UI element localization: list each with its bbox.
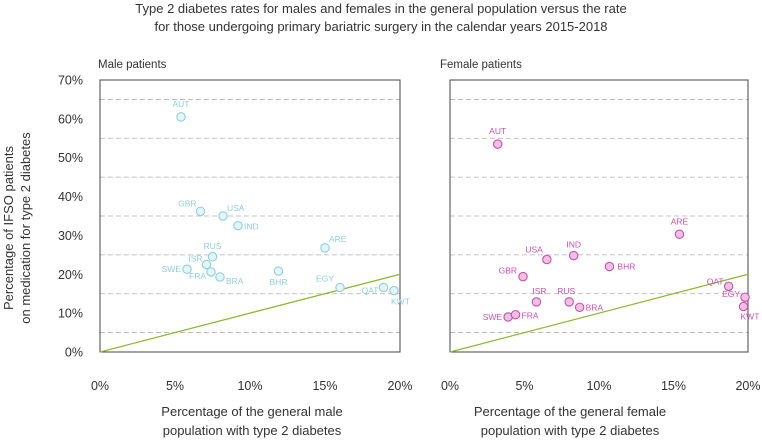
y-tick-label: 70%	[58, 74, 83, 88]
panel-title-male: Male patients	[98, 59, 167, 71]
x-axis-title-male-line-1: Percentage of the general male	[161, 404, 342, 419]
point-male-bra	[215, 272, 225, 282]
point-male-ind	[233, 220, 243, 231]
y-tick-label: 0%	[65, 346, 83, 360]
point-male-rus	[207, 252, 218, 262]
y-tick-label: 50%	[58, 151, 83, 165]
chart-title-line-1: Type 2 diabetes rates for males and fema…	[135, 1, 626, 16]
x-tick-label: 5%	[515, 379, 533, 393]
point-female-egy	[740, 292, 750, 302]
point-label-male-rus: RUS	[204, 241, 222, 251]
point-label-female-rus: RUS	[557, 286, 575, 296]
y-tick-label: 20%	[58, 268, 83, 282]
point-male-usa	[218, 211, 228, 221]
chart-title-line-2: for those undergoing primary bariatric s…	[154, 19, 607, 34]
point-label-male-kwt: KWT	[391, 297, 410, 307]
point-label-male-are: ARE	[329, 234, 347, 244]
x-tick-label: 0%	[441, 379, 459, 393]
point-label-female-gbr: GBR	[499, 266, 517, 276]
point-label-female-usa: USA	[525, 245, 543, 255]
point-male-qat	[378, 282, 389, 293]
plot-frame-female	[449, 79, 749, 353]
point-label-male-fra: FRA	[189, 271, 206, 281]
point-label-male-bra: BRA	[226, 276, 244, 286]
point-female-ind	[568, 250, 579, 261]
point-label-male-isr: ISR	[188, 254, 202, 264]
panel-title-female: Female patients	[440, 59, 522, 71]
point-female-rus	[564, 297, 574, 307]
plot-frame-male	[99, 79, 401, 353]
point-label-female-bhr: BHR	[617, 262, 635, 272]
point-male-fra	[206, 267, 216, 277]
x-tick-label: 5%	[166, 379, 184, 393]
point-male-kwt	[389, 285, 399, 296]
y-tick-label: 60%	[58, 112, 83, 126]
y-tick-label: 10%	[58, 307, 83, 321]
x-tick-label: 0%	[91, 379, 109, 393]
x-axis-title-female-line-2: population with type 2 diabetes	[481, 423, 660, 438]
point-female-are	[674, 229, 685, 240]
point-label-male-bhr: BHR	[270, 277, 288, 287]
point-male-aut	[176, 112, 186, 122]
point-male-are	[320, 243, 330, 253]
point-male-gbr	[195, 206, 206, 217]
point-label-female-are: ARE	[671, 216, 689, 226]
point-label-female-fra: FRA	[522, 311, 539, 321]
point-female-usa	[542, 254, 552, 265]
y-axis-title-line-2: on medication for type 2 diabetes	[18, 132, 33, 324]
point-label-male-egy: EGY	[316, 273, 334, 283]
point-male-bhr	[273, 266, 284, 276]
point-label-female-isr: ISR	[532, 286, 546, 296]
y-tick-label: 40%	[58, 190, 83, 204]
point-label-female-bra: BRA	[586, 302, 604, 312]
point-label-male-aut: AUT	[173, 99, 190, 109]
x-tick-label: 15%	[312, 379, 337, 393]
point-label-male-usa: USA	[227, 203, 245, 213]
panel-female: Female patients 0% 5% 10% 15% 20% Percentage o…	[440, 59, 761, 438]
x-tick-label: 10%	[237, 379, 262, 393]
point-female-aut	[492, 139, 503, 149]
x-tick-label: 20%	[387, 379, 412, 393]
point-male-isr	[201, 259, 212, 270]
point-label-male-gbr: GBR	[178, 198, 196, 208]
point-label-male-swe: SWE	[162, 264, 182, 274]
point-female-kwt	[738, 301, 749, 312]
point-label-female-swe: SWE	[483, 312, 503, 322]
point-label-female-aut: AUT	[489, 126, 506, 136]
point-female-isr	[531, 297, 542, 307]
point-male-swe	[182, 264, 192, 274]
x-axis-title-female-line-1: Percentage of the general female	[474, 404, 666, 419]
point-female-qat	[723, 281, 734, 292]
x-tick-label: 15%	[661, 379, 686, 393]
y-axis-title-line-1: Percentage of IFSO patients	[1, 145, 16, 310]
panel-male: Male patients 0% 10% 20% 30% 40% 50% 60% 70% 0% 5%…	[58, 59, 413, 438]
point-female-bra	[574, 302, 585, 313]
point-female-gbr	[518, 271, 528, 282]
x-tick-label: 10%	[586, 379, 611, 393]
point-label-female-qat: QAT	[707, 276, 724, 286]
point-label-female-kwt: KWT	[741, 312, 760, 322]
x-axis-title-male-line-2: population with type 2 diabetes	[163, 423, 342, 438]
y-tick-label: 30%	[58, 229, 83, 243]
point-male-egy	[335, 282, 345, 293]
point-female-bhr	[604, 261, 615, 272]
point-label-female-egy: EGY	[722, 289, 740, 299]
x-tick-label: 20%	[735, 379, 760, 393]
reference-line-male	[99, 273, 401, 353]
point-female-fra	[510, 309, 521, 320]
point-label-female-ind: IND	[566, 240, 581, 250]
point-label-male-ind: IND	[244, 222, 259, 232]
reference-line-female	[449, 273, 749, 353]
point-label-male-qat: QAT	[362, 285, 379, 295]
